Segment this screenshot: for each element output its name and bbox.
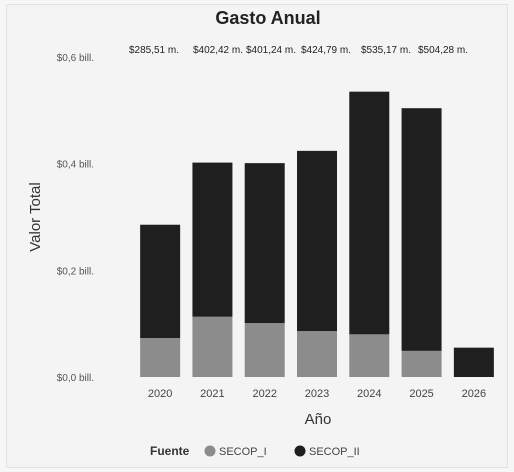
bar-secop-i-2020 xyxy=(140,338,181,377)
y-tick-label-0: $0,0 bill. xyxy=(57,373,94,384)
bar-secop-i-2024 xyxy=(349,334,390,377)
y-tick-label-1: $0,2 bill. xyxy=(57,266,94,277)
bar-secop-i-2021 xyxy=(192,316,233,377)
x-tick-label-2020: 2020 xyxy=(148,388,172,400)
bar-secop-ii-2023 xyxy=(297,150,337,332)
data-label-total-2023: $424,79 m. xyxy=(301,45,351,56)
legend-marker-secop-ii xyxy=(294,445,306,457)
y-tick-label-3: $0,6 bill. xyxy=(57,53,94,64)
bar-secop-ii-2024 xyxy=(349,91,390,335)
legend-title: Fuente xyxy=(150,444,190,458)
bar-secop-ii-2026 xyxy=(453,347,494,377)
bar-secop-ii-2020 xyxy=(140,224,181,339)
legend-marker-secop-i xyxy=(204,445,216,457)
x-tick-label-2023: 2023 xyxy=(305,388,329,400)
data-label-total-2020: $285,51 m. xyxy=(129,45,179,56)
data-label-total-2024: $535,17 m. xyxy=(361,45,411,56)
data-label-total-2022: $401,24 m. xyxy=(246,45,296,56)
x-axis-title: Año xyxy=(305,411,332,428)
bar-secop-i-2022 xyxy=(244,323,285,377)
bar-secop-i-2023 xyxy=(297,331,337,377)
bar-secop-ii-2021 xyxy=(192,162,233,317)
bar-secop-ii-2022 xyxy=(244,163,285,324)
bar-secop-i-2025 xyxy=(401,350,442,377)
x-tick-label-2026: 2026 xyxy=(462,388,486,400)
x-tick-label-2025: 2025 xyxy=(409,388,433,400)
x-tick-label-2022: 2022 xyxy=(252,388,276,400)
x-tick-label-2024: 2024 xyxy=(357,388,381,400)
data-label-total-2025: $504,28 m. xyxy=(418,45,468,56)
data-label-total-2021: $402,42 m. xyxy=(193,45,243,56)
y-tick-label-2: $0,4 bill. xyxy=(57,160,94,171)
y-axis-title: Valor Total xyxy=(27,182,44,252)
x-tick-label-2021: 2021 xyxy=(200,388,224,400)
bar-secop-ii-2025 xyxy=(401,108,442,351)
chart-title: Gasto Anual xyxy=(215,8,320,28)
legend-label-secop-ii: SECOP_II xyxy=(309,446,360,458)
legend-label-secop-i: SECOP_I xyxy=(219,446,267,458)
